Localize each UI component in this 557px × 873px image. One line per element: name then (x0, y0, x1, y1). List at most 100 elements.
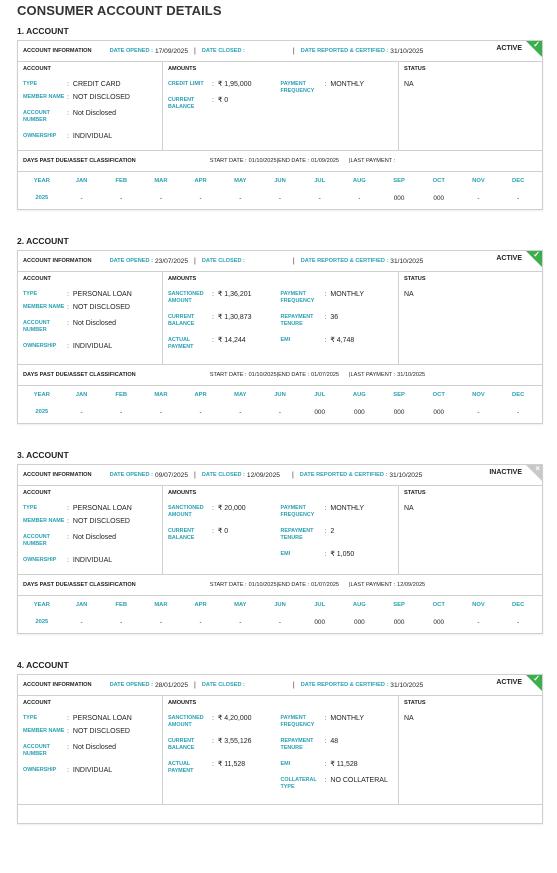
colon: : (324, 81, 327, 88)
colon: : (67, 767, 69, 774)
amount-label: EMI (280, 337, 291, 343)
dpd-value-cell: - (80, 619, 83, 626)
date-reported-value: 31/10/2025 (389, 471, 423, 479)
date-reported-label: DATE REPORTED & CERTIFIED : (300, 258, 389, 264)
dpd-header-month: MAR (154, 178, 168, 184)
dpd-header-month: JUL (314, 392, 326, 398)
colon: : (324, 551, 327, 558)
dpd-title: DAYS PAST DUE/ASSET CLASSIFICATION (23, 372, 136, 378)
end-date-label: END DATE : (278, 582, 310, 588)
field-row-type: TYPE: CREDIT CARD (23, 81, 157, 88)
dpd-value-cell: - (159, 195, 162, 202)
field-value: INDIVIDUAL (72, 133, 113, 140)
account-body: ACCOUNT TYPE: CREDIT CARD MEMBER NAME: NOT D… (18, 62, 542, 151)
amount-row: PAYMENT FREQUENCY: MONTHLY (281, 505, 394, 519)
amount-label: EMI (280, 761, 291, 767)
dpd-header-month: AUG (352, 602, 366, 608)
status-column: STATUS NA (399, 62, 542, 150)
dpd-value-cell: - (517, 195, 520, 202)
amount-label: ACTUAL PAYMENT (168, 337, 194, 350)
dpd-header-month: MAY (234, 602, 247, 608)
status-column-title: STATUS (404, 276, 426, 282)
status-column-title: STATUS (404, 700, 426, 706)
amount-label: EMI (280, 551, 291, 557)
field-value: PERSONAL LOAN (72, 505, 132, 512)
colon: : (212, 715, 214, 722)
start-date-value: 01/10/2025 (248, 372, 277, 378)
field-label: ACCOUNT NUMBER (23, 744, 50, 757)
colon: : (67, 715, 69, 722)
amounts-subcolumn: PAYMENT FREQUENCY: MONTHLY REPAYMENT TENUR… (281, 505, 394, 567)
amounts-grid: SANCTIONED AMOUNT: ₹ 4,20,000 CURRENT BALA… (168, 715, 393, 800)
dpd-header-month: NOV (472, 178, 485, 184)
account-info-bar: ACCOUNT INFORMATION DATE OPENED :23/07/20… (18, 250, 542, 272)
field-row-account-number: ACCOUNT NUMBER: Not Disclosed (23, 744, 157, 758)
colon: : (67, 343, 69, 350)
amount-row: EMI: ₹ 1,050 (281, 551, 394, 558)
amount-row: CURRENT BALANCE: ₹ 1,30,873 (168, 314, 281, 328)
dpd-value-cell: - (517, 409, 520, 416)
last-payment-value: 31/10/2025 (397, 372, 426, 378)
field-value: PERSONAL LOAN (72, 715, 132, 722)
colon: : (67, 133, 69, 140)
colon: : (324, 777, 327, 784)
account-card: ACCOUNT INFORMATION DATE OPENED :17/09/20… (17, 40, 543, 210)
dpd-value-cell: - (278, 195, 282, 202)
date-closed-label: DATE CLOSED : (201, 472, 245, 478)
account-status-badge: ACTIVE (496, 45, 522, 52)
field-label: MEMBER NAME (23, 518, 65, 524)
account-heading: 2. ACCOUNT (17, 236, 69, 246)
colon: : (67, 81, 69, 88)
account-info-bar: ACCOUNT INFORMATION DATE OPENED :09/07/20… (18, 464, 542, 486)
field-value: NOT DISCLOSED (72, 728, 130, 735)
field-label: ACCOUNT NUMBER (23, 534, 50, 547)
amounts-grid: CREDIT LIMIT: ₹ 1,95,000 CURRENT BALANCE: ₹… (168, 81, 393, 120)
dpd-value-cell: 000 (314, 409, 326, 416)
separator: | (292, 681, 295, 689)
field-label: TYPE (23, 505, 38, 511)
account-info-title: ACCOUNT INFORMATION (23, 48, 92, 54)
field-value: Not Disclosed (72, 110, 117, 117)
field-row-type: TYPE: PERSONAL LOAN (23, 505, 157, 512)
status-column-title: STATUS (404, 490, 426, 496)
field-value: Not Disclosed (72, 320, 117, 327)
dpd-header-month: JUN (274, 392, 286, 398)
separator: | (194, 471, 196, 479)
date-reported-value: 31/10/2025 (390, 681, 424, 689)
field-label: OWNERSHIP (23, 343, 57, 349)
dpd-value-cell: 000 (393, 195, 405, 202)
amount-label: PAYMENT FREQUENCY (280, 715, 315, 728)
colon: : (212, 738, 214, 745)
last-payment-label: LAST PAYMENT : (350, 158, 396, 164)
field-row-account-number: ACCOUNT NUMBER: Not Disclosed (23, 110, 157, 124)
colon: : (212, 337, 214, 344)
dpd-value-cell: - (120, 195, 123, 202)
dpd-table: YEAR JAN FEB MAR APR MAY JUN JUL AUG SEP OCT NOV DEC… (18, 172, 542, 209)
dpd-header-month: JUL (314, 178, 326, 184)
dpd-value-cell: - (159, 409, 162, 416)
start-date-label: START DATE : (209, 158, 247, 164)
dpd-value-cell: - (199, 409, 202, 416)
colon: : (212, 314, 214, 321)
dpd-header-month: MAR (154, 392, 168, 398)
field-value: INDIVIDUAL (72, 767, 113, 774)
amount-row: REPAYMENT TENURE:2 (281, 528, 394, 542)
separator: | (292, 47, 295, 55)
account-info-title: ACCOUNT INFORMATION (23, 682, 92, 688)
end-date-value: 01/07/2025 (311, 372, 340, 378)
account-card: ACCOUNT INFORMATION DATE OPENED :28/01/20… (17, 674, 543, 824)
colon: : (67, 518, 69, 525)
amounts-column: AMOUNTS SANCTIONED AMOUNT: ₹ 1,36,201 CURRE… (163, 272, 399, 364)
account-body: ACCOUNT TYPE: PERSONAL LOAN MEMBER NAME: NOT… (18, 696, 542, 805)
separator: | (276, 158, 279, 164)
dpd-header-month: APR (194, 392, 207, 398)
account-info-bar: ACCOUNT INFORMATION DATE OPENED :17/09/20… (18, 40, 542, 62)
amount-value: MONTHLY (330, 505, 365, 512)
dpd-value-cell: - (517, 619, 520, 626)
dpd-header-month: DEC (512, 602, 525, 608)
account-column: ACCOUNT TYPE: PERSONAL LOAN MEMBER NAME: NOT… (18, 486, 163, 574)
amount-value: ₹ 1,050 (330, 551, 355, 558)
accounts-list: 1. ACCOUNT ACCOUNT INFORMATION DATE OPENED… (17, 26, 543, 824)
date-opened-value: 28/01/2025 (154, 681, 188, 689)
amounts-grid: SANCTIONED AMOUNT: ₹ 1,36,201 CURRENT BALA… (168, 291, 393, 360)
